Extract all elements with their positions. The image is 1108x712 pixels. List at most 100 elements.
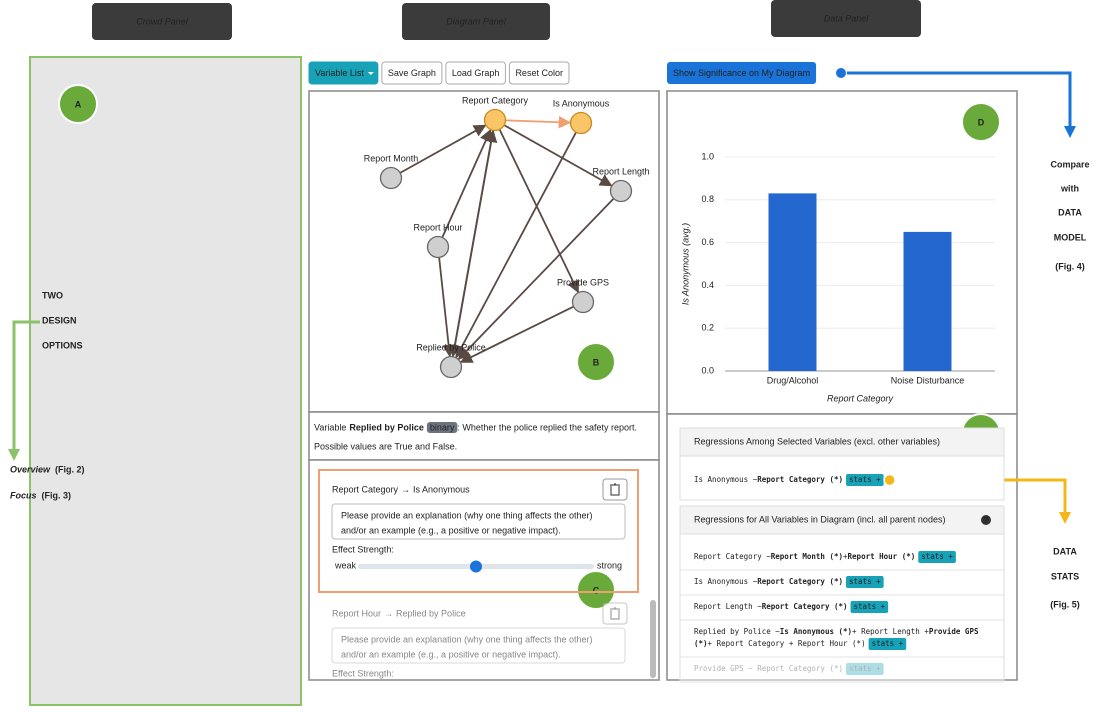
toolbar-button[interactable] bbox=[308, 61, 379, 85]
stats-badge-label: stats + bbox=[849, 577, 881, 586]
toolbar-button-label: Variable List bbox=[315, 68, 364, 78]
panel-header-title: Crowd Panel bbox=[136, 16, 189, 26]
variable-values: Possible values are True and False. bbox=[314, 441, 457, 451]
regression-term: Is Anonymous (*) bbox=[780, 627, 852, 636]
graph-edge bbox=[455, 132, 577, 359]
card-faded: Report Hour → Replied by Police Please prov… bbox=[331, 602, 628, 678]
variable-description: : Whether the police replied the safety … bbox=[457, 422, 637, 432]
graph-node[interactable] bbox=[483, 108, 507, 132]
variable-type-pill bbox=[426, 422, 458, 433]
badge-link-dot bbox=[883, 473, 896, 487]
focus-label: Focus bbox=[10, 490, 37, 500]
toolbar-button-label: Reset Color bbox=[515, 68, 563, 78]
toolbar-button[interactable] bbox=[508, 61, 570, 85]
strength-slider-knob[interactable] bbox=[470, 560, 482, 573]
graph-node[interactable] bbox=[439, 355, 463, 379]
graph-edge bbox=[504, 124, 613, 187]
explanation-input[interactable] bbox=[331, 503, 626, 540]
marker-circle bbox=[961, 102, 1001, 142]
graph-edge bbox=[457, 198, 615, 360]
stats-badge[interactable] bbox=[846, 663, 884, 675]
stats-section-header bbox=[679, 505, 1005, 535]
regression-row: Is Anonymous ~ Report Category (*) stats … bbox=[694, 576, 884, 588]
toolbar-button[interactable] bbox=[445, 61, 506, 85]
graph-node[interactable] bbox=[379, 166, 403, 190]
regression-term: Is Anonymous ~ bbox=[694, 475, 758, 484]
variable-name: Replied by Police bbox=[349, 422, 424, 432]
regression-term: Is Anonymous ~ bbox=[694, 577, 758, 586]
marker-circle bbox=[576, 570, 616, 610]
stats-fig: (Fig. 5) bbox=[1050, 599, 1080, 609]
y-tick-label: 0.2 bbox=[701, 323, 714, 333]
y-tick-label: 0.8 bbox=[701, 194, 714, 204]
regression-term: Provide GPS ~ Report Category (*) bbox=[694, 664, 843, 673]
y-tick-label: 0.6 bbox=[701, 237, 714, 247]
variable-info-box bbox=[308, 411, 660, 461]
stats-badge-label: stats + bbox=[872, 639, 904, 648]
x-tick-label: Noise Disturbance bbox=[891, 375, 965, 385]
compare-text: MODEL bbox=[1054, 232, 1087, 242]
regression-term: + bbox=[843, 552, 848, 561]
variable-prefix: Variable bbox=[314, 422, 346, 432]
regression-term: Report Length ~ bbox=[694, 602, 762, 611]
graph-node-label: Report Month bbox=[364, 153, 419, 163]
regression-row: Is Anonymous ~ Report Category (*) stats … bbox=[694, 473, 896, 487]
stats-badge-label: stats + bbox=[849, 664, 881, 673]
regression-term: Provide GPS bbox=[929, 627, 979, 636]
help-icon[interactable] bbox=[981, 515, 991, 525]
graph-node[interactable] bbox=[426, 235, 450, 259]
design-options-text: DESIGN bbox=[42, 315, 77, 325]
design-arrow bbox=[7, 320, 40, 461]
regression-row: Replied by Police ~ Is Anonymous (*) + R… bbox=[694, 627, 979, 650]
y-tick-label: 1.0 bbox=[701, 151, 714, 161]
toolbar-button[interactable] bbox=[381, 61, 443, 85]
stats-badge[interactable] bbox=[868, 638, 907, 650]
graph-edge bbox=[505, 115, 572, 129]
x-axis-label: Report Category bbox=[827, 393, 894, 403]
compare-text: with bbox=[1060, 183, 1079, 193]
scrollbar[interactable] bbox=[650, 600, 656, 678]
card-from: Report Hour bbox=[332, 608, 381, 618]
marker-label: B bbox=[593, 357, 600, 367]
panel-header-title: Diagram Panel bbox=[446, 16, 507, 26]
delete-button[interactable] bbox=[602, 478, 628, 501]
graph-node[interactable] bbox=[609, 179, 633, 203]
explanation-input[interactable] bbox=[331, 627, 626, 664]
y-axis-label: Is Anonymous (avg.) bbox=[680, 223, 690, 305]
stats-badge[interactable] bbox=[846, 576, 884, 588]
panel-header bbox=[92, 3, 232, 40]
regression-term: Report Category (*) bbox=[757, 577, 843, 586]
stats-badge[interactable] bbox=[850, 601, 889, 613]
graph-node-label: Is Anonymous bbox=[553, 98, 610, 108]
stats-section-header bbox=[679, 427, 1005, 457]
trash-icon bbox=[610, 607, 620, 620]
stats-badge[interactable] bbox=[846, 474, 884, 486]
significance-button[interactable] bbox=[667, 62, 817, 84]
card-arrow: → bbox=[401, 484, 410, 494]
marker-label: D bbox=[978, 117, 985, 127]
regression-term: Report Hour (*) bbox=[848, 552, 916, 561]
graph-node[interactable] bbox=[569, 111, 593, 135]
panel-header bbox=[771, 0, 921, 37]
stats-badge[interactable] bbox=[918, 551, 956, 563]
delete-button[interactable] bbox=[602, 602, 628, 625]
marker-circle bbox=[576, 342, 616, 382]
y-tick-label: 0.4 bbox=[701, 280, 714, 290]
graph-node-label: Replied by Police bbox=[416, 342, 486, 352]
marker-label: C bbox=[593, 585, 600, 595]
stats-section-title: Regressions Among Selected Variables (ex… bbox=[694, 436, 940, 446]
bar bbox=[903, 231, 952, 371]
graph-edge bbox=[498, 129, 580, 294]
regression-term: + Report Length + bbox=[852, 627, 929, 636]
help-icon-label: ? bbox=[983, 515, 989, 525]
card-to: Is Anonymous bbox=[413, 484, 470, 494]
marker-label: A bbox=[75, 99, 82, 109]
toolbar-button-label: Load Graph bbox=[452, 68, 500, 78]
strength-strong: strong bbox=[597, 560, 622, 570]
trash-icon bbox=[610, 483, 620, 496]
stats-badge-label: stats + bbox=[921, 552, 953, 561]
graph-node[interactable] bbox=[571, 290, 595, 314]
marker-circle bbox=[58, 84, 98, 124]
